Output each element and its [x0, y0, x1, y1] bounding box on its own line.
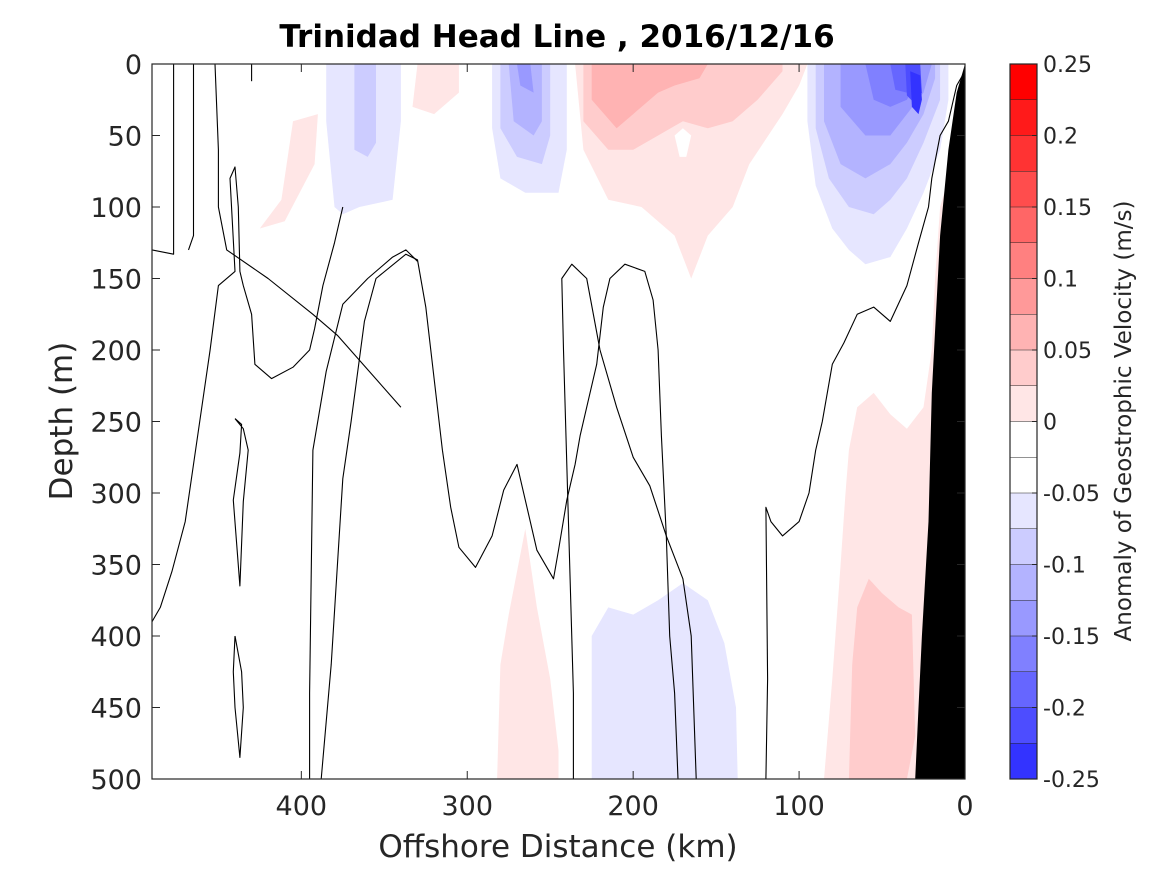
- colorbar-block: [1010, 636, 1037, 673]
- colorbar-block: [1010, 278, 1037, 315]
- colorbar-block: [1010, 314, 1037, 351]
- colorbar-block: [1010, 207, 1037, 244]
- colorbar-block: [1010, 707, 1037, 744]
- colorbar-tick-label: -0.15: [1043, 625, 1100, 650]
- zero-contour-line-10: [232, 635, 244, 759]
- colorbar-block: [1010, 528, 1037, 565]
- y-tick-label: 100: [90, 193, 142, 224]
- x-axis: 400 300 200 100 0: [276, 64, 974, 822]
- contour-region-red-270-deep: [497, 528, 559, 779]
- x-tick-label: 200: [607, 791, 659, 822]
- zero-contours: [152, 64, 965, 779]
- contour-region-blue-270-l3: [508, 64, 542, 136]
- y-tick-label: 0: [125, 50, 142, 81]
- x-tick-label: 300: [441, 791, 493, 822]
- contour-region-red-200-hole: [674, 128, 692, 157]
- colorbar-block: [1010, 99, 1037, 136]
- y-axis: 0 50 100 150 200 250 300 350 400 450 500: [90, 50, 965, 796]
- colorbar-tick-label: 0.2: [1043, 125, 1078, 150]
- y-tick-label: 50: [108, 122, 142, 153]
- colorbar: [1010, 64, 1037, 780]
- y-tick-label: 250: [90, 408, 142, 439]
- colorbar-tick-label: -0.1: [1043, 554, 1086, 579]
- colorbar-tick-label: 0.25: [1043, 53, 1092, 78]
- zero-contour-line-4: [152, 166, 344, 622]
- colorbar-ticks: 0.25 0.2 0.15 0.1 0.05 0 -0.05 -0.1 -0.15 -0.2 -0.…: [1032, 53, 1100, 793]
- contour-region-red-offshore-420: [259, 114, 318, 229]
- contour-region-red-coast-l2b: [873, 693, 886, 737]
- colorbar-tick-label: -0.25: [1043, 768, 1100, 793]
- colorbar-block: [1010, 350, 1037, 387]
- y-tick-label: 400: [90, 622, 142, 653]
- colorbar-block: [1010, 64, 1037, 101]
- y-tick-label: 450: [90, 694, 142, 725]
- colorbar-block: [1010, 493, 1037, 530]
- contour-region-red-coast-outer: [824, 178, 949, 779]
- colorbar-tick-label: 0.05: [1043, 339, 1092, 364]
- colorbar-block: [1010, 135, 1037, 172]
- zero-contour-line-11: [765, 70, 965, 779]
- contour-region-red-200-l3: [591, 64, 708, 129]
- zero-contour-line-0: [152, 64, 175, 255]
- colorbar-tick-label: 0: [1043, 411, 1057, 436]
- y-tick-label: 300: [90, 479, 142, 510]
- land-mask: [915, 64, 965, 779]
- colorbar-block: [1010, 671, 1037, 708]
- colorbar-block: [1010, 564, 1037, 601]
- zero-contour-line-9: [232, 418, 249, 587]
- colorbar-block: [1010, 457, 1037, 494]
- zero-contour-line-5: [309, 249, 418, 779]
- zero-contour-line-7: [320, 253, 679, 779]
- y-tick-label: 150: [90, 265, 142, 296]
- zero-contour-line-8: [561, 263, 697, 779]
- colorbar-block: [1010, 171, 1037, 208]
- land-mask-shape: [915, 64, 965, 779]
- zero-contour-line-1: [214, 64, 402, 408]
- x-tick-label: 0: [956, 791, 973, 822]
- colorbar-block: [1010, 600, 1037, 637]
- colorbar-label: Anomaly of Geostrophic Velocity (m/s): [1111, 201, 1137, 642]
- contour-region-blue-360-inner: [354, 64, 376, 157]
- colorbar-block: [1010, 743, 1037, 780]
- plot-area: 400 300 200 100 0 0 50 100 150 200 250 300 350 400 45…: [90, 50, 973, 822]
- contour-region-red-330: [412, 64, 459, 115]
- y-tick-label: 200: [90, 336, 142, 367]
- colorbar-block: [1010, 385, 1037, 422]
- contour-region-blue-180-deep: [591, 583, 738, 779]
- zero-contour-line-3: [187, 64, 195, 251]
- contour-region-blue-270-l4: [517, 64, 534, 93]
- y-tick-label: 350: [90, 551, 142, 582]
- contour-region-blue-40-l8: [910, 71, 922, 115]
- colorbar-tick-label: 0.1: [1043, 268, 1078, 293]
- x-axis-label: Offshore Distance (km): [378, 829, 737, 865]
- colorbar-block: [1010, 242, 1037, 279]
- x-tick-label: 100: [773, 791, 825, 822]
- colorbar-tick-label: -0.2: [1043, 697, 1086, 722]
- colorbar-tick-label: 0.15: [1043, 196, 1092, 221]
- chart-title: Trinidad Head Line , 2016/12/16: [279, 19, 834, 55]
- colorbar-tick-label: -0.05: [1043, 482, 1100, 507]
- x-tick-label: 400: [276, 791, 328, 822]
- y-axis-label: Depth (m): [44, 342, 80, 501]
- colorbar-block: [1010, 421, 1037, 458]
- y-tick-label: 500: [90, 765, 142, 796]
- contour-region-red-coast-l2: [848, 578, 916, 779]
- filled-contours: [259, 64, 949, 779]
